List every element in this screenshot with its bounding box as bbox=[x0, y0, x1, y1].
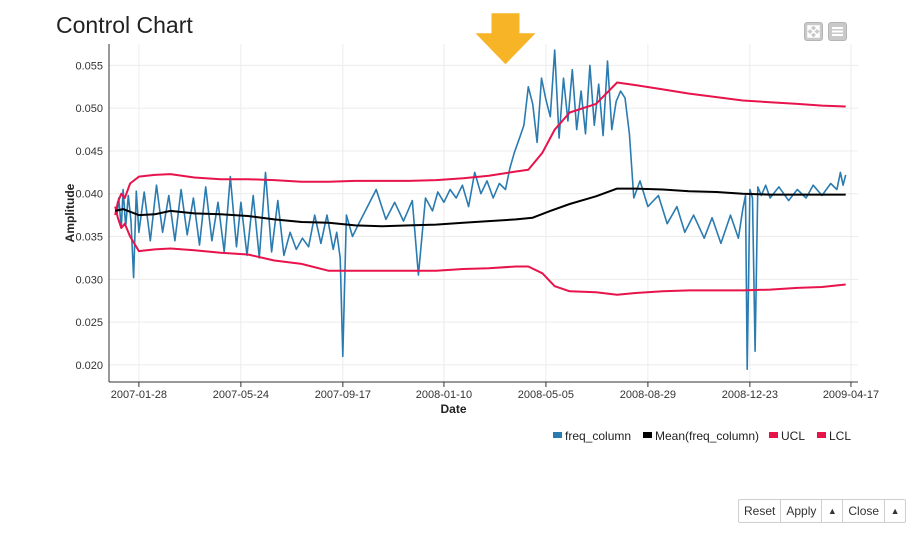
close-button[interactable]: Close bbox=[843, 500, 886, 522]
x-tick-label: 2008-05-05 bbox=[518, 389, 574, 401]
series-line-mean-freq-column bbox=[114, 187, 846, 228]
series-line-freq-column bbox=[116, 49, 847, 371]
x-tick-label: 2008-01-10 bbox=[416, 389, 472, 401]
y-tick-label: 0.030 bbox=[75, 274, 103, 286]
y-tick-label: 0.045 bbox=[75, 146, 103, 158]
annotation-arrow-icon bbox=[475, 13, 536, 65]
legend-swatch bbox=[643, 432, 652, 438]
y-tick-label: 0.055 bbox=[75, 60, 103, 72]
legend-label[interactable]: freq_column bbox=[565, 429, 631, 443]
series-line-lcl bbox=[114, 206, 846, 296]
legend-label[interactable]: LCL bbox=[829, 429, 851, 443]
y-tick-label: 0.050 bbox=[75, 103, 103, 115]
legend-label[interactable]: Mean(freq_column) bbox=[655, 429, 759, 443]
x-tick-label: 2008-12-23 bbox=[722, 389, 778, 401]
legend-swatch bbox=[817, 432, 826, 438]
legend-swatch bbox=[769, 432, 778, 438]
y-tick-label: 0.025 bbox=[75, 317, 103, 329]
x-tick-label: 2009-04-17 bbox=[823, 389, 879, 401]
series-line-ucl bbox=[114, 81, 846, 216]
legend-swatch bbox=[553, 432, 562, 438]
reset-button[interactable]: Reset bbox=[739, 500, 782, 522]
legend-label[interactable]: UCL bbox=[781, 429, 805, 443]
y-tick-label: 0.035 bbox=[75, 232, 103, 244]
apply-button[interactable]: Apply bbox=[781, 500, 823, 522]
x-tick-label: 2008-08-29 bbox=[620, 389, 676, 401]
menu-icon[interactable] bbox=[828, 22, 847, 41]
close-caret-button[interactable]: ▲ bbox=[890, 506, 900, 516]
expand-icon[interactable] bbox=[804, 22, 823, 41]
chart-title: Control Chart bbox=[56, 12, 193, 38]
y-axis-label: Amplitude bbox=[63, 183, 77, 242]
x-tick-label: 2007-05-24 bbox=[213, 389, 269, 401]
x-tick-label: 2007-09-17 bbox=[315, 389, 371, 401]
apply-caret-button[interactable]: ▲ bbox=[822, 500, 844, 522]
y-tick-label: 0.020 bbox=[75, 360, 103, 372]
y-tick-label: 0.040 bbox=[75, 189, 103, 201]
button-group: Reset Apply ▲ Close ▲ bbox=[738, 499, 907, 523]
x-axis-label: Date bbox=[440, 402, 466, 416]
x-tick-label: 2007-01-28 bbox=[111, 389, 167, 401]
